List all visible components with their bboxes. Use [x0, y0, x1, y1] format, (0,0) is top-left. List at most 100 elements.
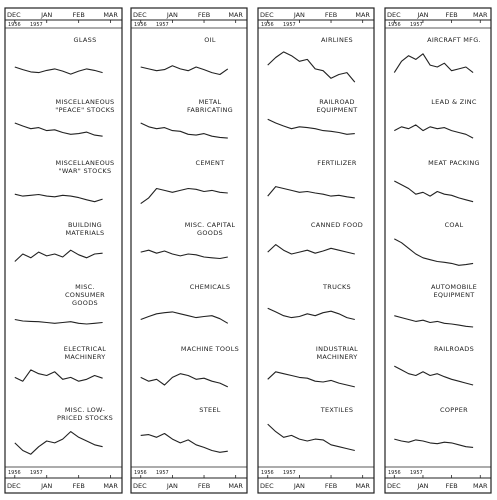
year-label: 1957	[156, 22, 169, 28]
series-label: RAILROADS	[433, 344, 475, 353]
x-tick-label: MAR	[473, 11, 488, 19]
series-label: MISC. LOW-PRICED STOCKS	[56, 406, 114, 423]
series-line	[140, 373, 229, 388]
series-label: MISCELLANEOUS "WAR" STOCKS	[55, 159, 115, 176]
x-tick-label: FEB	[445, 11, 457, 19]
series-line	[394, 365, 474, 386]
series-line	[267, 307, 355, 321]
x-tick-label: JAN	[416, 482, 428, 490]
year-label: 1957	[410, 470, 423, 476]
series-label: GLASS	[73, 36, 97, 44]
series-line	[14, 249, 103, 262]
series-label: TRUCKS	[323, 282, 351, 291]
year-label: 1956	[8, 470, 21, 476]
x-tick-label: FEB	[325, 11, 337, 19]
x-tick-label: MAR	[355, 482, 370, 490]
series-line	[140, 65, 229, 76]
series-line	[394, 124, 474, 139]
x-tick-label: MAR	[103, 482, 118, 490]
x-tick-label: MAR	[473, 482, 488, 490]
year-label: 1957	[156, 470, 169, 476]
x-tick-label: DEC	[387, 11, 401, 19]
x-tick-label: DEC	[133, 482, 147, 490]
x-tick-label: MAR	[228, 482, 243, 490]
series-line	[140, 122, 228, 139]
x-tick-label: JAN	[40, 482, 52, 490]
x-tick-label: FEB	[325, 482, 337, 490]
year-label: 1956	[388, 22, 401, 28]
series-label: MISC. CAPITAL GOODS	[184, 221, 236, 238]
year-label: 1957	[283, 22, 296, 28]
series-label: COPPER	[440, 406, 468, 415]
series-line	[394, 180, 474, 203]
x-tick-label: FEB	[198, 482, 210, 490]
year-label: 1957	[30, 22, 43, 28]
x-tick-label: JAN	[166, 11, 178, 19]
x-tick-label: FEB	[73, 11, 85, 19]
year-label: 1956	[134, 470, 147, 476]
x-tick-label: DEC	[7, 482, 21, 490]
series-label: CHEMICALS	[189, 282, 231, 291]
series-label: BUILDING MATERIALS	[65, 221, 105, 238]
series-label: OIL	[204, 36, 216, 44]
series-line	[267, 244, 355, 255]
year-label: 1956	[388, 470, 401, 476]
series-line	[14, 369, 103, 382]
x-tick-label: JAN	[40, 11, 52, 19]
year-label: 1957	[30, 470, 43, 476]
series-label: AUTOMOBILE EQUIPMENT	[430, 282, 478, 299]
x-tick-label: DEC	[260, 482, 274, 490]
year-label: 1957	[283, 470, 296, 476]
x-tick-label: JAN	[293, 482, 305, 490]
panel-frame	[384, 7, 492, 494]
series-label: TEXTILES	[320, 406, 354, 415]
x-tick-label: DEC	[387, 482, 401, 490]
series-label: INDUSTRIAL MACHINERY	[315, 344, 359, 361]
panel-frame	[130, 7, 248, 494]
series-label: COAL	[444, 221, 464, 230]
series-label: AIRCRAFT MFG.	[427, 36, 481, 44]
x-tick-label: DEC	[260, 11, 274, 19]
x-tick-label: DEC	[7, 11, 21, 19]
series-label: AIRLINES	[321, 36, 353, 44]
series-line	[394, 238, 474, 266]
series-line	[14, 122, 103, 137]
series-line	[140, 432, 228, 453]
x-tick-label: MAR	[228, 11, 243, 19]
year-label: 1956	[134, 22, 147, 28]
x-tick-label: FEB	[445, 482, 457, 490]
series-line	[140, 187, 228, 205]
series-line	[267, 371, 355, 388]
series-line	[394, 438, 474, 448]
year-label: 1956	[261, 470, 274, 476]
year-label: 1956	[8, 22, 21, 28]
year-label: 1957	[410, 22, 423, 28]
series-label: RAILROAD EQUIPMENT	[316, 97, 358, 114]
series-label: LEAD & ZINC	[431, 97, 477, 106]
series-line	[267, 186, 355, 199]
series-label: STEEL	[199, 406, 221, 415]
year-label: 1956	[261, 22, 274, 28]
series-line	[14, 193, 103, 203]
series-label: MEAT PACKING	[428, 159, 480, 168]
x-tick-label: FEB	[73, 482, 85, 490]
series-line	[140, 311, 229, 324]
series-label: MISCELLANEOUS "PEACE" STOCKS	[55, 97, 115, 114]
panel-frame	[257, 7, 375, 494]
series-label: MACHINE TOOLS	[180, 344, 240, 353]
series-label: CANNED FOOD	[310, 221, 364, 230]
series-line	[267, 118, 355, 135]
series-label: ELECTRICAL MACHINERY	[63, 344, 107, 361]
x-tick-label: JAN	[416, 11, 428, 19]
panel-frame	[4, 7, 123, 494]
x-tick-label: FEB	[198, 11, 210, 19]
series-label: FERTILIZER	[317, 159, 357, 168]
x-tick-label: JAN	[293, 11, 305, 19]
series-line	[394, 315, 474, 328]
x-tick-label: JAN	[166, 482, 178, 490]
series-line	[267, 423, 355, 452]
x-tick-label: MAR	[103, 11, 118, 19]
series-line	[14, 318, 103, 325]
